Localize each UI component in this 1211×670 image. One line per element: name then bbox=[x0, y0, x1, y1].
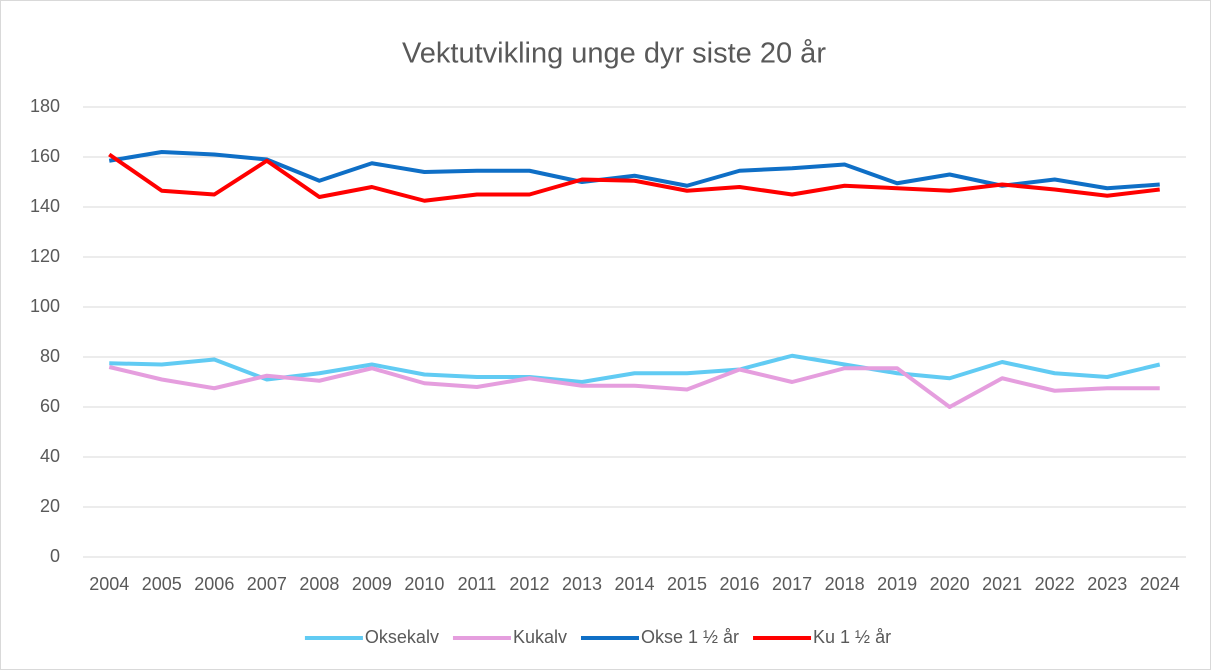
x-tick-label: 2012 bbox=[509, 574, 549, 594]
y-tick-label: 140 bbox=[30, 196, 60, 216]
x-tick-label: 2021 bbox=[982, 574, 1022, 594]
y-tick-label: 0 bbox=[50, 546, 60, 566]
legend-label: Kukalv bbox=[513, 627, 567, 647]
legend-label: Okse 1 ½ år bbox=[641, 627, 739, 647]
y-tick-label: 180 bbox=[30, 96, 60, 116]
chart-title: Vektutvikling unge dyr siste 20 år bbox=[402, 38, 826, 70]
y-tick-label: 160 bbox=[30, 146, 60, 166]
x-tick-label: 2004 bbox=[89, 574, 129, 594]
x-tick-label: 2006 bbox=[194, 574, 234, 594]
x-tick-label: 2005 bbox=[142, 574, 182, 594]
y-tick-label: 20 bbox=[40, 496, 60, 516]
x-tick-label: 2015 bbox=[667, 574, 707, 594]
x-tick-label: 2023 bbox=[1087, 574, 1127, 594]
y-tick-label: 60 bbox=[40, 396, 60, 416]
x-tick-label: 2016 bbox=[720, 574, 760, 594]
line-series bbox=[108, 152, 1160, 203]
y-tick-label: 40 bbox=[40, 446, 60, 466]
x-tick-label: 2019 bbox=[877, 574, 917, 594]
x-tick-label: 2010 bbox=[404, 574, 444, 594]
x-tick-label: 2022 bbox=[1035, 574, 1075, 594]
x-tick-label: 2024 bbox=[1140, 574, 1180, 594]
legend-item: Oksekalv bbox=[304, 627, 439, 647]
line-series bbox=[108, 150, 1160, 191]
legend-label: Ku 1 ½ år bbox=[813, 627, 891, 647]
y-tick-label: 100 bbox=[30, 296, 60, 316]
legend-item: Ku 1 ½ år bbox=[753, 627, 891, 647]
line-series bbox=[108, 365, 1160, 409]
y-tick-label: 80 bbox=[40, 346, 60, 366]
x-tick-label: 2018 bbox=[825, 574, 865, 594]
x-tick-label: 2017 bbox=[772, 574, 812, 594]
x-tick-label: 2009 bbox=[352, 574, 392, 594]
legend-item: Kukalv bbox=[452, 627, 567, 647]
x-tick-label: 2014 bbox=[614, 574, 654, 594]
x-tick-label: 2020 bbox=[930, 574, 970, 594]
x-tick-label: 2011 bbox=[458, 574, 497, 594]
y-tick-label: 120 bbox=[30, 246, 60, 266]
x-tick-label: 2007 bbox=[247, 574, 287, 594]
x-tick-label: 2008 bbox=[299, 574, 339, 594]
x-tick-label: 2013 bbox=[562, 574, 602, 594]
legend-label: Oksekalv bbox=[365, 627, 439, 647]
legend-item: Okse 1 ½ år bbox=[580, 627, 739, 647]
